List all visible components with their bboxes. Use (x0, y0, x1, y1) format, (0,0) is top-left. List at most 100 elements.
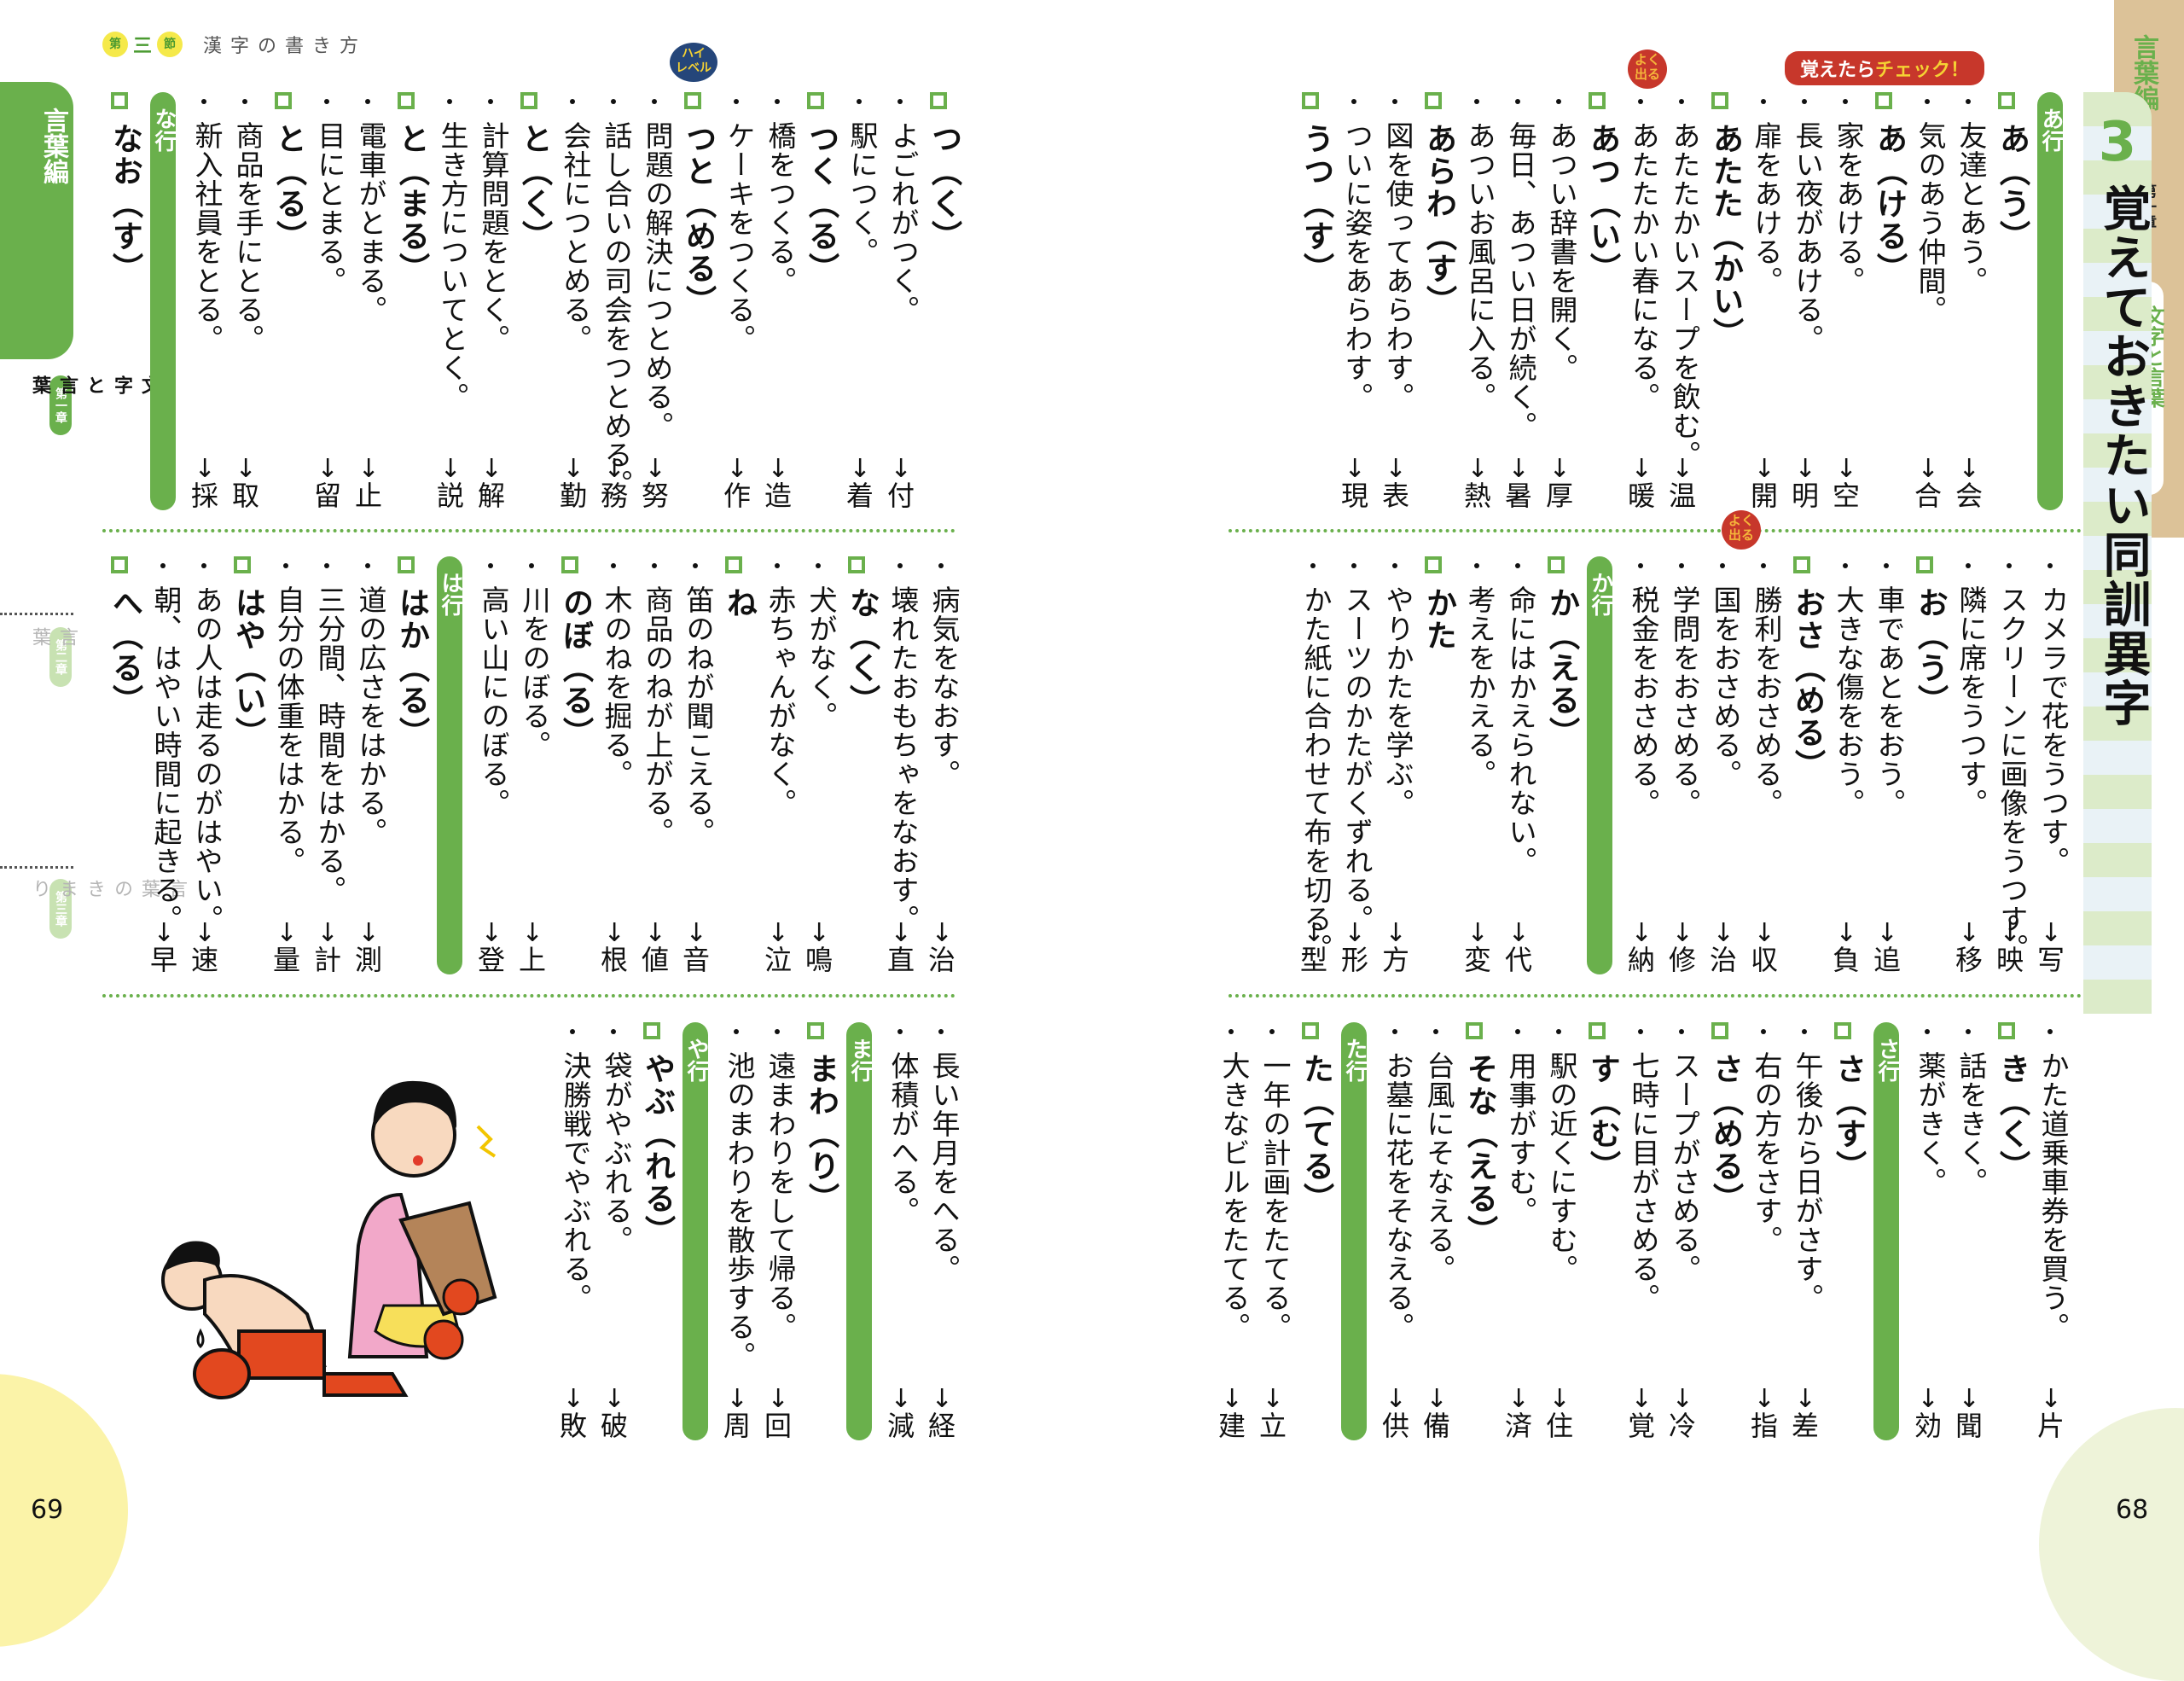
checkbox[interactable] (1834, 1022, 1851, 1039)
checkbox[interactable] (234, 556, 251, 573)
entry-heading[interactable]: あ（ける） (1868, 92, 1909, 510)
entry-heading[interactable]: さ（す） (1827, 1022, 1868, 1440)
entry-reading: あ（う） (1995, 123, 2030, 253)
entry-heading[interactable]: つ（く） (923, 92, 964, 510)
answer-kanji: ↓ 負 (1833, 921, 1860, 975)
answer-kanji: ↓ 代 (1505, 921, 1532, 975)
example-text: 家をあける。 (1832, 121, 1865, 295)
checkbox[interactable] (1589, 1022, 1606, 1039)
checkbox[interactable] (398, 92, 415, 109)
badge-line: 出る (1728, 527, 1754, 543)
checkbox[interactable] (643, 1022, 660, 1039)
checkbox[interactable] (684, 92, 701, 109)
checkbox[interactable] (398, 556, 415, 573)
entry-heading[interactable]: お（う） (1909, 556, 1950, 974)
entry-heading[interactable]: やぶ（れる） (636, 1022, 677, 1440)
checkbox[interactable] (807, 1022, 824, 1039)
entry-heading[interactable]: と（る） (268, 92, 309, 510)
entry-heading[interactable]: あらわ（す） (1418, 92, 1459, 510)
entry-heading[interactable]: つと（める） (677, 92, 718, 510)
checkbox[interactable] (111, 92, 128, 109)
checkbox[interactable] (930, 92, 947, 109)
checkbox[interactable] (1998, 1022, 2015, 1039)
answer-kanji: ↓ 着 (846, 457, 874, 511)
entry-heading[interactable]: かた (1418, 556, 1459, 974)
down-arrow-icon: ↓ (276, 918, 298, 948)
checkbox[interactable] (1711, 92, 1728, 109)
entry-heading[interactable]: そな（える） (1459, 1022, 1500, 1440)
bullet-icon (1761, 99, 1766, 104)
checkbox[interactable] (520, 92, 537, 109)
entry-heading[interactable]: へ（る） (104, 556, 145, 974)
entry-heading[interactable]: つく（る） (800, 92, 841, 510)
checkbox[interactable] (807, 92, 824, 109)
checkbox[interactable] (1425, 92, 1442, 109)
answer-text: 熱 (1464, 480, 1492, 512)
checkbox[interactable] (1998, 92, 2015, 109)
checkbox[interactable] (1302, 92, 1319, 109)
entry-heading[interactable]: ね (718, 556, 759, 974)
entry-heading[interactable]: あつ（い） (1582, 92, 1623, 510)
example-sentence: カメラで花をうつす。 ↓ 写 (2032, 556, 2073, 974)
answer-kanji: ↓ 備 (1423, 1387, 1450, 1441)
part-tab[interactable]: 言葉編 (0, 82, 73, 359)
down-arrow-icon: ↓ (1835, 454, 1857, 484)
answer-text: 鳴 (805, 944, 834, 976)
row-pill: さ行 (1873, 1022, 1900, 1440)
entry-heading[interactable]: た（てる） (1295, 1022, 1336, 1440)
answer-kanji: ↓ 採 (191, 457, 218, 511)
row-label: た行 (1342, 1038, 1368, 1082)
entry-heading[interactable]: まわ（り） (800, 1022, 841, 1440)
row-pill: な行 (150, 92, 177, 510)
example-text: 新入社員をとる。 (190, 121, 224, 353)
entry-heading[interactable]: あ（う） (1991, 92, 2032, 510)
example-text: スーツのかたがくずれる。 (1340, 585, 1374, 934)
kana-row-marker: た行 (1336, 1022, 1377, 1440)
checkbox[interactable] (1548, 556, 1565, 573)
answer-text: 登 (478, 944, 506, 976)
checkbox[interactable] (275, 92, 292, 109)
checkbox[interactable] (1425, 556, 1442, 573)
answer-kanji: ↓ 敗 (560, 1387, 587, 1441)
entry-heading[interactable]: と（く） (514, 92, 555, 510)
entry-reading: す（む） (1585, 1053, 1620, 1183)
entry-heading[interactable]: うつ（す） (1295, 92, 1336, 510)
answer-kanji: ↓ 鳴 (805, 921, 834, 976)
answer-kanji: ↓ 効 (1914, 1387, 1942, 1441)
bullet-icon (283, 563, 288, 568)
example-text: 隣に席をうつす。 (1955, 585, 1988, 817)
example-text: 商品を手にとる。 (231, 121, 264, 353)
entry-heading[interactable]: か（える） (1541, 556, 1582, 974)
checkbox[interactable] (1793, 556, 1810, 573)
entry-heading[interactable]: なお（す） (104, 92, 145, 510)
entry-heading[interactable]: はか（る） (391, 556, 432, 974)
down-arrow-icon: ↓ (603, 454, 625, 484)
example-text: あの人は走るのがはやい。 (190, 585, 224, 934)
checkbox[interactable] (1875, 92, 1892, 109)
example-sentence: よごれがつく。 ↓ 付 (882, 92, 923, 510)
entry-heading[interactable]: おさ（める） (1786, 556, 1827, 974)
entry-heading[interactable]: さ（める） (1705, 1022, 1745, 1440)
entry-heading[interactable]: あたた（かい） (1705, 92, 1745, 510)
entry-heading[interactable]: な（く） (841, 556, 882, 974)
entry-heading[interactable]: のぼ（る） (555, 556, 595, 974)
checkbox[interactable] (1916, 556, 1933, 573)
checkbox[interactable] (725, 556, 742, 573)
checkbox[interactable] (561, 556, 578, 573)
example-sentence: 商品のねが上がる。 ↓ 値 (636, 556, 677, 974)
bullet-icon (2007, 563, 2012, 568)
entry-heading[interactable]: と（まる） (391, 92, 432, 510)
checkbox[interactable] (1589, 92, 1606, 109)
bullet-icon (1351, 99, 1356, 104)
down-arrow-icon: ↓ (1548, 454, 1571, 484)
checkbox[interactable] (1711, 1022, 1728, 1039)
entry-heading[interactable]: す（む） (1582, 1022, 1623, 1440)
entry-heading[interactable]: き（く） (1991, 1022, 2032, 1440)
entry-heading[interactable]: はや（い） (227, 556, 268, 974)
example-text: 毎日、あつい日が続く。 (1504, 121, 1537, 440)
checkbox[interactable] (111, 556, 128, 573)
checkbox[interactable] (1466, 1022, 1483, 1039)
checkbox[interactable] (1302, 1022, 1319, 1039)
checkbox[interactable] (848, 556, 865, 573)
example-text: 川をのぼる。 (518, 585, 551, 759)
